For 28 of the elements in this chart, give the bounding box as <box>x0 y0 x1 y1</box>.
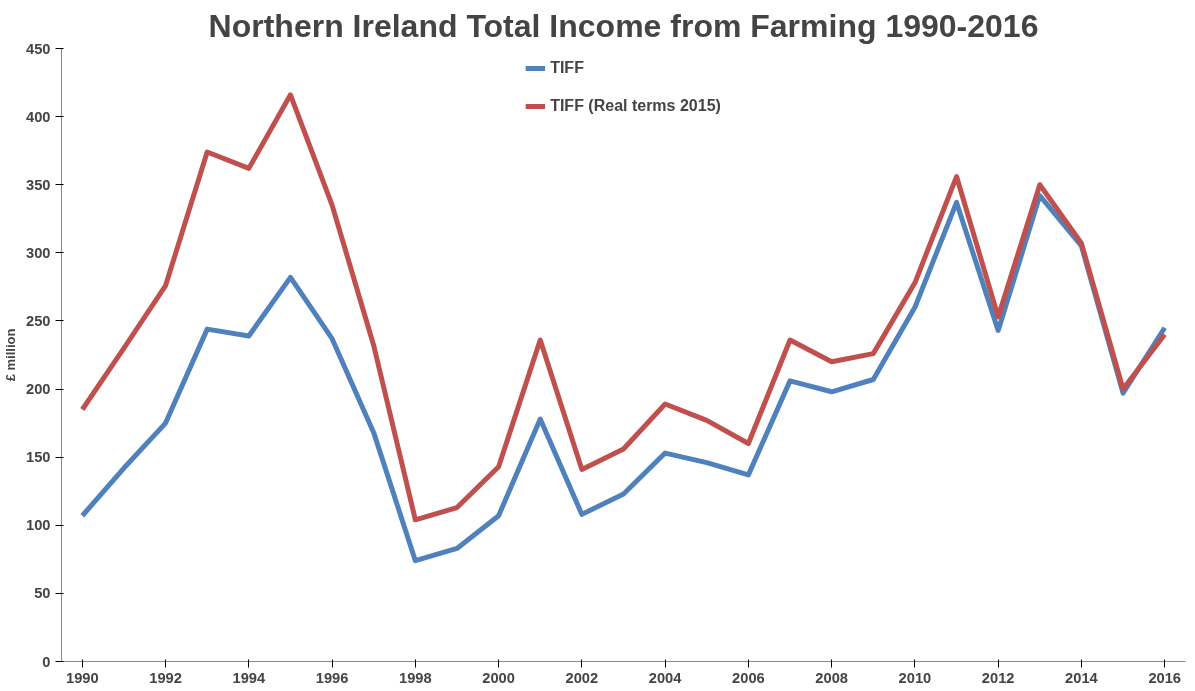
legend-label: TIFF <box>550 59 584 77</box>
y-tick-label: 50 <box>34 585 51 602</box>
x-tick-label: 2000 <box>482 669 515 686</box>
x-tick-label: 2010 <box>898 669 932 686</box>
x-tick-label: 2004 <box>648 669 683 686</box>
x-tick-label: 2012 <box>981 669 1015 686</box>
x-tick-label: 2002 <box>565 669 599 686</box>
y-tick-label: 300 <box>26 244 51 261</box>
y-tick-label: 100 <box>26 517 51 534</box>
x-tick-label: 2008 <box>815 669 848 686</box>
x-tick-label: 1990 <box>66 669 99 686</box>
x-tick-label: 2014 <box>1065 669 1099 686</box>
x-tick-label: 1994 <box>232 669 266 686</box>
legend-label: TIFF (Real terms 2015) <box>550 97 721 115</box>
chart-title: Northern Ireland Total Income from Farming 1990-2016 <box>208 7 1039 44</box>
x-tick-label: 1998 <box>399 669 432 686</box>
y-axis-title: £ million <box>3 328 19 382</box>
y-tick-label: 250 <box>26 312 51 329</box>
y-tick-label: 400 <box>26 108 51 125</box>
y-tick-label: 350 <box>26 176 51 193</box>
y-tick-label: 450 <box>26 40 51 57</box>
y-tick-label: 0 <box>42 653 51 670</box>
x-tick-label: 1992 <box>149 669 182 686</box>
x-tick-label: 2016 <box>1148 669 1181 686</box>
y-tick-label: 200 <box>26 381 51 398</box>
x-tick-label: 2006 <box>732 669 765 686</box>
y-tick-label: 150 <box>26 449 51 466</box>
x-tick-label: 1996 <box>315 669 349 686</box>
